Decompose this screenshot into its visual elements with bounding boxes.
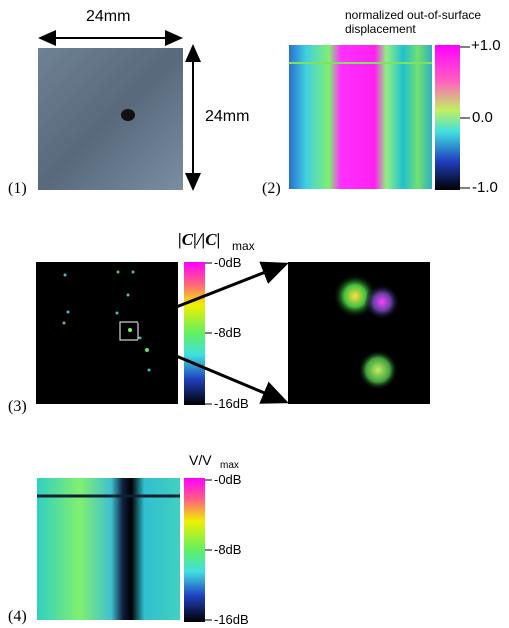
colorbar-label: -16dB [214,396,249,411]
panel-label: (2) [262,180,281,198]
panel-label: (3) [8,398,27,416]
page: {"panel1": {"width_label": "24mm", "heig… [0,0,509,628]
figure-graphics [0,0,509,628]
colorbar [184,262,205,405]
height-label: 24mm [205,108,249,126]
colorbar-title: normalized out-of-surface displacement [345,8,509,36]
panel-label: (1) [8,180,27,198]
colorbar-title: |C|/|C| [178,230,220,250]
colorbar-ticks [205,263,212,404]
velocity-map [37,478,180,620]
specimen-photo [38,48,183,190]
colorbar [435,45,460,190]
displacement-map [289,45,432,189]
colorbar-ticks [460,47,470,188]
imaging-map [36,262,178,404]
colorbar-label: +1.0 [471,37,501,54]
colorbar-title-subscript: max [220,460,239,471]
figure: 24mm 24mm (1) normalized out-of-surface … [0,0,509,628]
zoom-spot [358,350,398,390]
colorbar-label: -16dB [214,612,249,627]
defect [121,109,135,121]
width-label: 24mm [86,8,130,26]
colorbar-label: -8dB [214,325,241,340]
colorbar-label: -8dB [214,542,241,557]
colorbar [184,478,205,622]
colorbar-title-subscript: max [232,239,255,253]
colorbar-label: -0dB [214,255,241,270]
colorbar-title: V/V [189,452,212,468]
colorbar-label: -0dB [214,472,241,487]
zoom-spot [364,284,400,320]
panel-label: (4) [8,608,27,626]
colorbar-label: 0.0 [472,109,493,126]
colorbar-label: -1.0 [472,179,498,196]
colorbar-ticks [205,480,212,620]
